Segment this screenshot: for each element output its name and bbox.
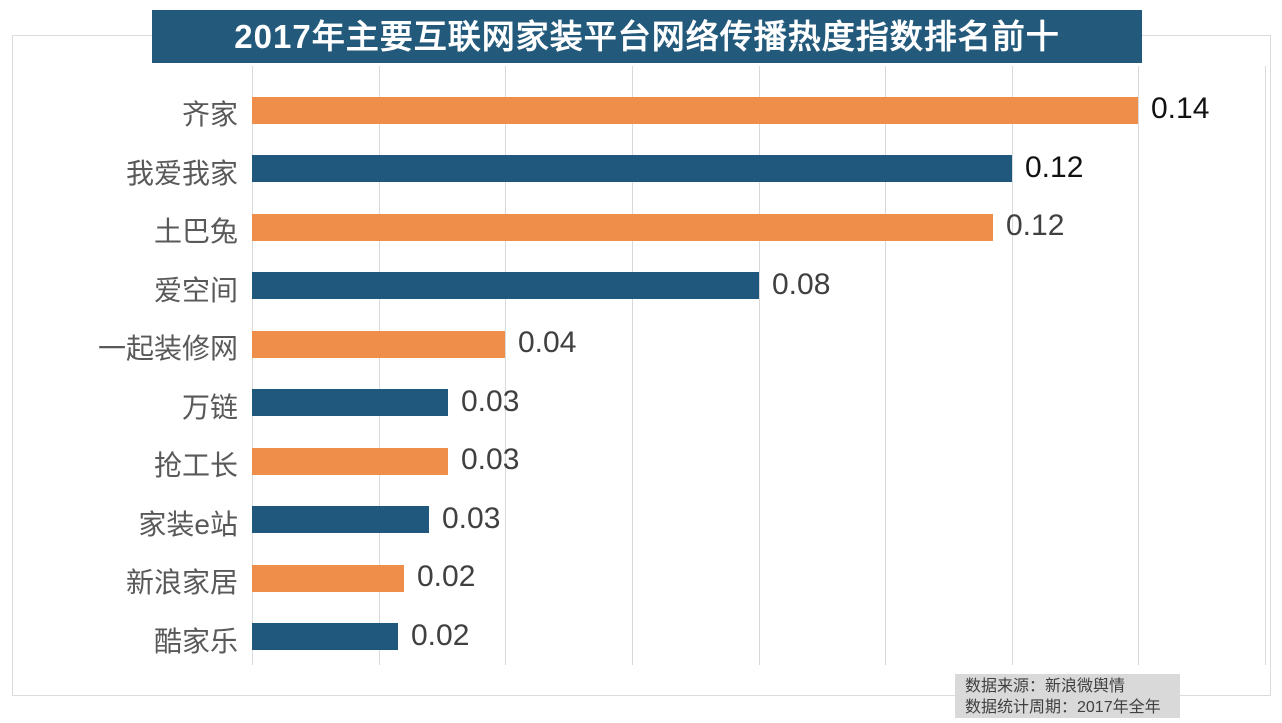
category-label: 土巴兔: [153, 216, 238, 247]
gridline: [632, 66, 633, 665]
value-label: 0.12: [1025, 151, 1084, 184]
bar-万链: [252, 389, 448, 416]
chart-title-bar: 2017年主要互联网家装平台网络传播热度指数排名前十: [152, 10, 1142, 63]
bar-齐家: [252, 97, 1138, 124]
bar-土巴兔: [252, 214, 993, 241]
value-label: 0.08: [772, 268, 831, 301]
category-label: 万链: [181, 392, 238, 423]
category-label: 齐家: [181, 99, 238, 130]
data-source-note: 数据来源：新浪微舆情 数据统计周期：2017年全年: [955, 674, 1180, 718]
gridline: [1265, 66, 1266, 665]
category-label: 抢工长: [153, 450, 238, 481]
value-label: 0.03: [442, 502, 501, 535]
value-label: 0.03: [461, 385, 520, 418]
value-label: 0.04: [518, 326, 577, 359]
bar-一起装修网: [252, 331, 505, 358]
value-label: 0.14: [1151, 92, 1210, 125]
bar-酷家乐: [252, 623, 398, 650]
category-label: 爱空间: [153, 275, 238, 306]
value-label: 0.12: [1006, 209, 1065, 242]
category-label: 我爱我家: [125, 158, 238, 189]
category-label: 酷家乐: [153, 626, 238, 657]
bar-新浪家居: [252, 565, 404, 592]
gridline: [759, 66, 760, 665]
category-label: 家装e站: [138, 509, 238, 540]
gridline: [1138, 66, 1139, 665]
value-label: 0.02: [411, 619, 470, 652]
bar-家装e站: [252, 506, 429, 533]
gridline: [379, 66, 380, 665]
bar-我爱我家: [252, 155, 1012, 182]
source-line-1: 数据来源：新浪微舆情: [965, 678, 1126, 695]
bar-抢工长: [252, 448, 448, 475]
gridline: [505, 66, 506, 665]
value-label: 0.03: [461, 443, 520, 476]
gridline: [252, 66, 253, 665]
gridline: [885, 66, 886, 665]
source-line-2: 数据统计周期：2017年全年: [965, 699, 1161, 716]
category-label: 一起装修网: [97, 333, 238, 364]
bar-爱空间: [252, 272, 759, 299]
gridline: [1012, 66, 1013, 665]
chart-title: 2017年主要互联网家装平台网络传播热度指数排名前十: [234, 18, 1060, 55]
category-label: 新浪家居: [125, 567, 238, 598]
chart-border: [12, 35, 1271, 696]
value-label: 0.02: [417, 560, 476, 593]
